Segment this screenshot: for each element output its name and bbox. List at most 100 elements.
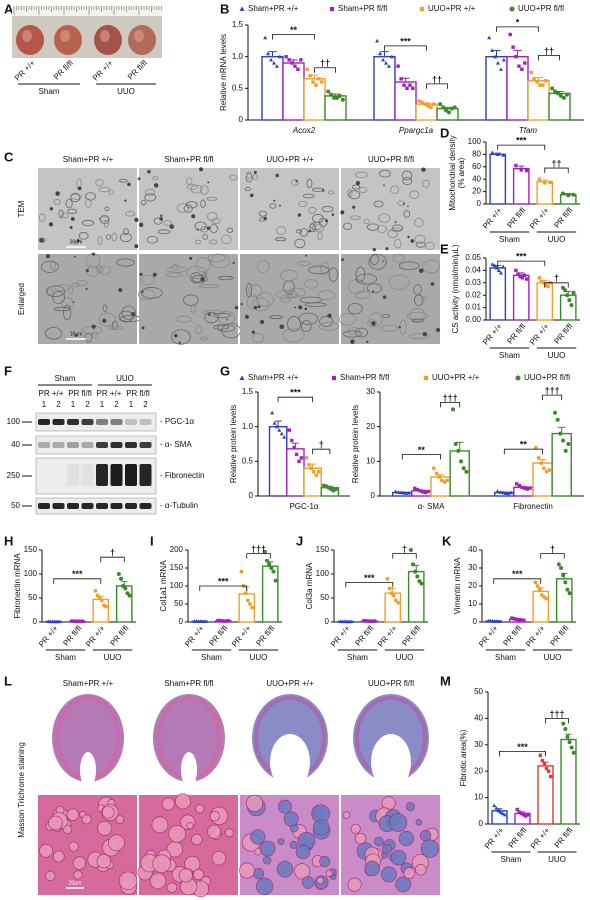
significance-label: †† <box>544 46 554 56</box>
data-point <box>226 619 231 623</box>
organelle <box>186 177 193 185</box>
organelle <box>308 265 330 275</box>
organelle <box>424 241 435 250</box>
organelle <box>85 198 92 208</box>
data-point <box>563 288 568 293</box>
data-point <box>420 100 424 104</box>
data-point <box>558 93 563 98</box>
data-point <box>539 279 544 284</box>
data-point <box>512 617 516 621</box>
protein-label: - α-Tubulin <box>160 501 198 510</box>
data-point <box>506 491 511 496</box>
data-point <box>381 57 386 62</box>
granule <box>372 290 375 293</box>
y-tick-label: 50 <box>320 593 329 602</box>
error-bar <box>274 420 282 427</box>
data-point <box>563 448 568 453</box>
granule <box>153 183 159 188</box>
tubule <box>395 876 412 893</box>
organelle <box>252 297 270 312</box>
significance-label: † <box>402 544 407 554</box>
organelle <box>358 186 368 194</box>
organelle <box>392 253 405 263</box>
data-point <box>519 811 524 816</box>
granule <box>131 312 135 316</box>
tubule <box>194 804 205 814</box>
data-point <box>389 591 394 595</box>
tubule <box>175 793 191 810</box>
bar <box>261 55 284 121</box>
organelle <box>297 260 311 266</box>
organelle <box>91 331 98 339</box>
significance-label: *** <box>364 573 375 583</box>
data-point <box>517 483 522 488</box>
y-tick-label: 100 <box>468 137 482 146</box>
data-point <box>547 468 551 472</box>
data-point <box>461 466 466 471</box>
data-point <box>498 67 503 71</box>
data-point <box>248 602 252 606</box>
bar <box>489 153 507 205</box>
data-point <box>287 428 292 432</box>
column-label: UUO+PR fl/fl <box>368 679 414 688</box>
organelle <box>406 311 428 321</box>
significance-label: † <box>550 544 555 554</box>
organelle <box>381 324 399 332</box>
organelle <box>61 212 69 219</box>
organelle <box>312 213 324 223</box>
organelle <box>321 205 334 213</box>
blot-band <box>125 503 137 509</box>
tubule <box>319 855 331 868</box>
data-point <box>392 593 396 598</box>
granule <box>371 321 376 326</box>
organelle <box>376 225 387 233</box>
data-point <box>284 54 288 59</box>
organelle <box>96 264 104 274</box>
data-point <box>411 562 416 567</box>
data-point <box>332 95 337 100</box>
data-point <box>389 54 394 59</box>
data-point <box>450 407 455 412</box>
organelle <box>163 219 172 226</box>
data-point <box>386 64 391 68</box>
data-point <box>263 35 268 40</box>
kidney-pelvis <box>181 752 197 788</box>
organelle <box>304 279 319 289</box>
error-bar <box>492 49 501 57</box>
data-point <box>510 616 514 620</box>
organelle <box>81 219 95 227</box>
data-point <box>544 283 548 287</box>
data-point <box>453 442 458 446</box>
data-point <box>80 619 85 624</box>
x-category-label: Fibronectin <box>513 502 553 511</box>
group-label: UUO <box>548 235 566 244</box>
data-point <box>523 486 527 491</box>
significance-label: ††† <box>549 709 564 719</box>
y-tick-label: 40 <box>474 714 483 723</box>
significance-bracket <box>277 396 314 403</box>
data-point <box>127 593 132 598</box>
panel-letter: M <box>440 673 451 688</box>
granule <box>234 305 239 310</box>
data-point <box>76 619 81 623</box>
granule <box>249 193 254 198</box>
significance-label: † <box>319 440 324 450</box>
tubule <box>262 856 272 865</box>
blot-band <box>139 442 152 448</box>
data-point <box>399 77 403 81</box>
data-point <box>552 410 557 415</box>
significance-label: ††† <box>251 544 266 554</box>
data-point <box>274 424 279 429</box>
organelle <box>319 315 334 327</box>
y-axis-label: Mitochondrial density <box>448 135 457 210</box>
granule <box>352 205 356 209</box>
organelle <box>275 226 287 235</box>
granule <box>102 318 107 323</box>
organelle <box>213 313 232 319</box>
y-tick-label: 0 <box>473 617 478 626</box>
y-axis-label: Relative mRNA levels <box>219 34 228 111</box>
column-label: UUO+PR +/+ <box>266 155 314 164</box>
tubule <box>276 861 294 878</box>
tubule <box>209 810 221 822</box>
group-label: Sham <box>347 653 368 662</box>
